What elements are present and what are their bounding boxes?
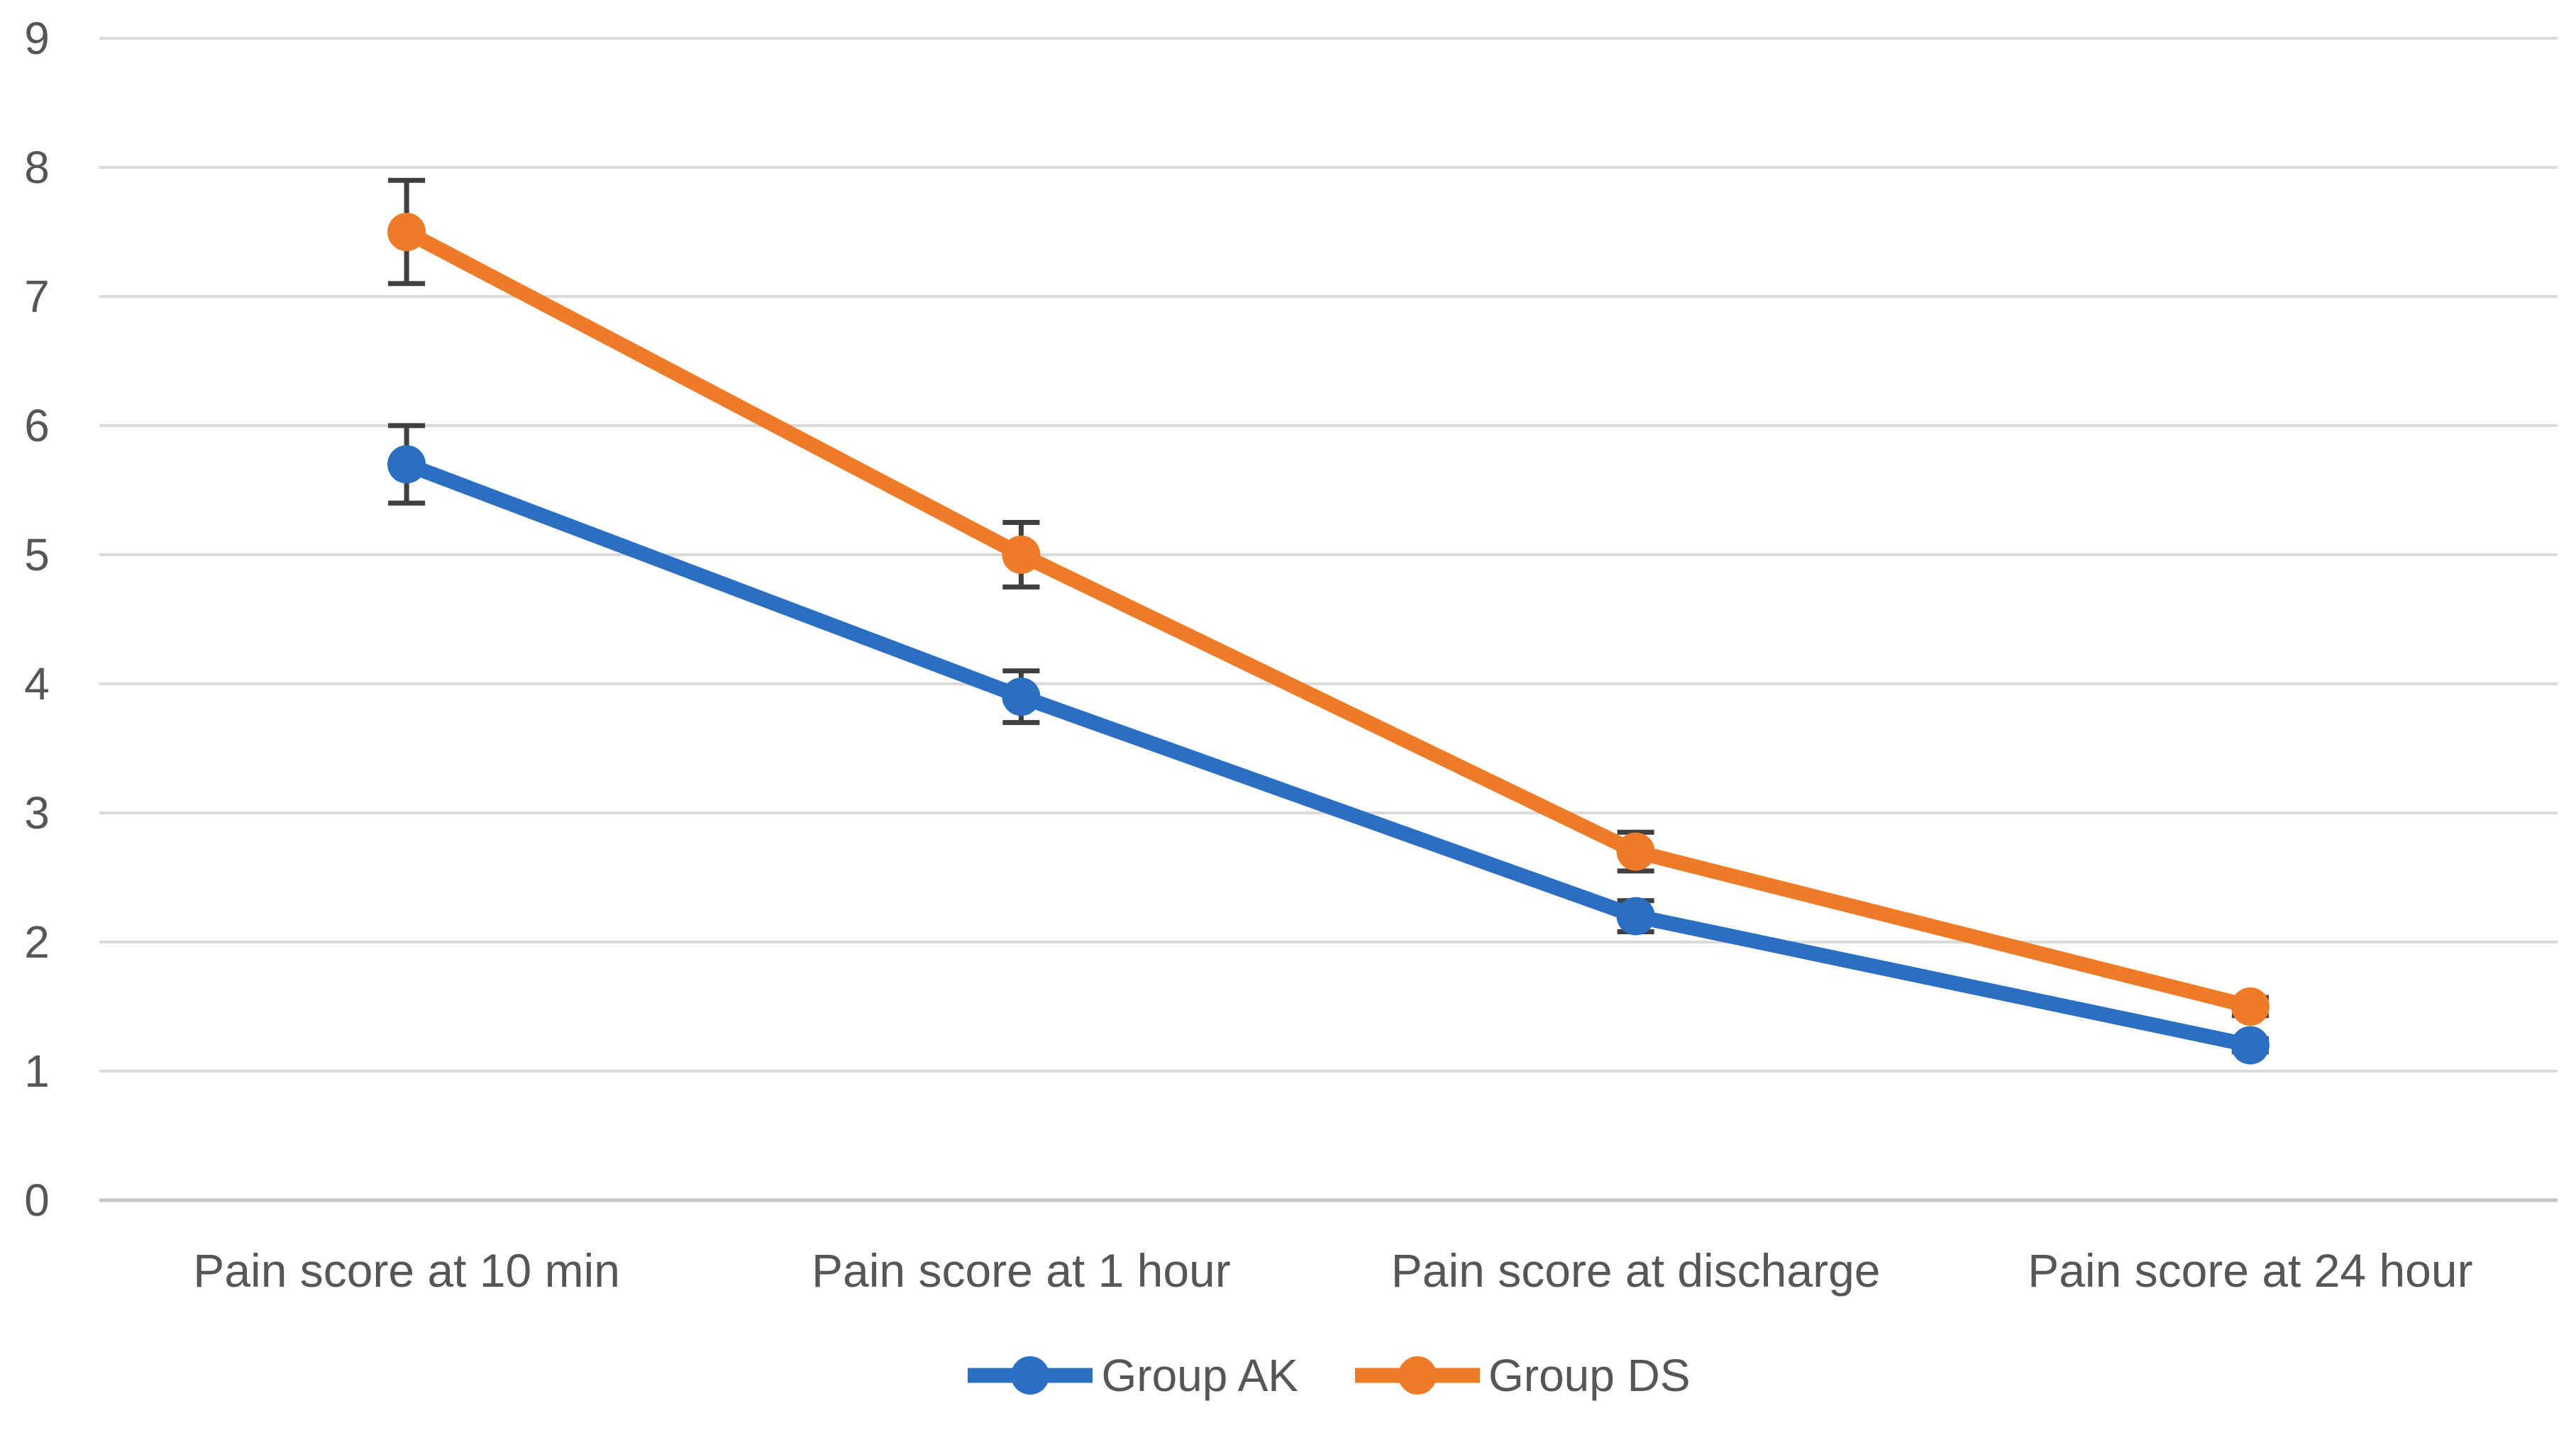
series-line-group-ds	[399, 224, 2258, 1014]
data-point-marker-group-ds	[387, 213, 426, 251]
series-line-group-ak	[399, 457, 2258, 1053]
x-axis-category-label: Pain score at 24 hour	[2028, 1244, 2473, 1297]
y-axis-tick-label: 1	[24, 1046, 50, 1097]
y-axis-tick-label: 0	[24, 1175, 50, 1226]
legend-line-circle-marker-icon	[1354, 1356, 1480, 1395]
legend-item-group-ak: Group AK	[966, 1349, 1298, 1402]
legend-label: Group DS	[1488, 1350, 1691, 1401]
y-axis-tick-label: 5	[24, 529, 50, 580]
data-point-marker-group-ak	[1002, 677, 1041, 716]
y-axis-tick-label: 6	[24, 400, 50, 451]
y-axis-tick-label: 4	[24, 658, 50, 709]
data-point-marker-group-ak	[387, 445, 426, 484]
x-axis-category-label: Pain score at 1 hour	[812, 1244, 1231, 1297]
data-point-marker-group-ds	[1002, 536, 1041, 574]
y-axis-tick-label: 3	[24, 787, 50, 838]
data-point-marker-group-ds	[2230, 987, 2270, 1026]
x-axis-category-label: Pain score at discharge	[1391, 1244, 1881, 1297]
legend: Group AK Group DS	[0, 1349, 2576, 1402]
data-point-marker-group-ak	[2230, 1026, 2270, 1065]
legend-label: Group AK	[1101, 1350, 1298, 1401]
x-axis-category-label: Pain score at 10 min	[193, 1244, 620, 1297]
data-point-marker-group-ds	[1616, 832, 1655, 871]
data-point-marker-group-ak	[1616, 897, 1655, 936]
legend-marker-circle	[1398, 1356, 1437, 1395]
y-axis-tick-label: 9	[24, 13, 50, 64]
legend-item-group-ds: Group DS	[1354, 1349, 1691, 1402]
legend-line-circle-marker-icon	[968, 1356, 1093, 1395]
legend-marker-circle	[1011, 1356, 1050, 1395]
y-axis-tick-label: 8	[24, 142, 50, 193]
y-axis-tick-label: 2	[24, 916, 50, 968]
y-axis-tick-label: 7	[24, 271, 50, 322]
